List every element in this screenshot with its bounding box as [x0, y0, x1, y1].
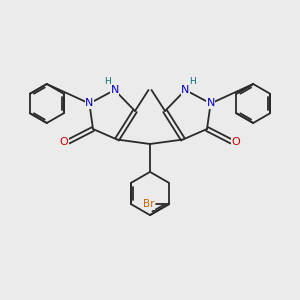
- Text: N: N: [206, 98, 215, 109]
- Text: H: H: [104, 77, 110, 86]
- Text: O: O: [59, 136, 68, 147]
- Text: N: N: [110, 85, 119, 95]
- Text: H: H: [190, 77, 196, 86]
- Text: N: N: [85, 98, 94, 109]
- Text: O: O: [232, 136, 241, 147]
- Text: N: N: [181, 85, 190, 95]
- Text: Br: Br: [143, 199, 154, 209]
